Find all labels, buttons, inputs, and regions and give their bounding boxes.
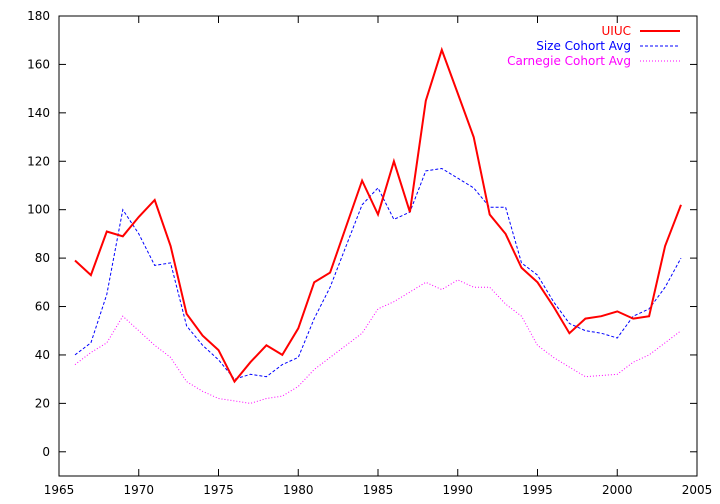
series-line — [74, 167, 682, 380]
x-tick-label: 1990 — [442, 483, 473, 497]
series-line — [74, 279, 682, 404]
series-line — [74, 46, 682, 384]
series-uiuc — [74, 46, 682, 384]
plot-frame — [58, 15, 698, 477]
x-tick-label: 1970 — [123, 483, 154, 497]
plot-border — [58, 15, 698, 477]
x-tick-label: 1980 — [283, 483, 314, 497]
y-tick-label: 20 — [35, 396, 50, 410]
x-tick-label: 2000 — [602, 483, 633, 497]
x-tick-label: 1965 — [44, 483, 75, 497]
y-tick-label: 160 — [27, 57, 50, 71]
legend-label: Carnegie Cohort Avg — [507, 54, 631, 68]
x-tick-label: 2005 — [682, 483, 713, 497]
y-tick-label: 0 — [42, 445, 50, 459]
y-tick-label: 80 — [35, 251, 50, 265]
y-tick-label: 140 — [27, 106, 50, 120]
axis-ticks: 1965 1970 1975 1980 1985 1990 1995 2000 2005 0 20 4… — [27, 9, 712, 497]
x-tick-label: 1975 — [203, 483, 234, 497]
legend-label: UIUC — [602, 24, 631, 38]
x-tick-label: 1995 — [522, 483, 553, 497]
y-tick-label: 180 — [27, 9, 50, 23]
y-tick-label: 60 — [35, 300, 50, 314]
series-lines — [74, 46, 682, 404]
x-tick-label: 1985 — [363, 483, 394, 497]
series-carnegie-cohort-avg — [74, 279, 682, 404]
y-tick-label: 40 — [35, 348, 50, 362]
legend-label: Size Cohort Avg — [536, 39, 631, 53]
y-tick-label: 120 — [27, 154, 50, 168]
series-size-cohort-avg — [74, 167, 682, 380]
y-tick-label: 100 — [27, 203, 50, 217]
